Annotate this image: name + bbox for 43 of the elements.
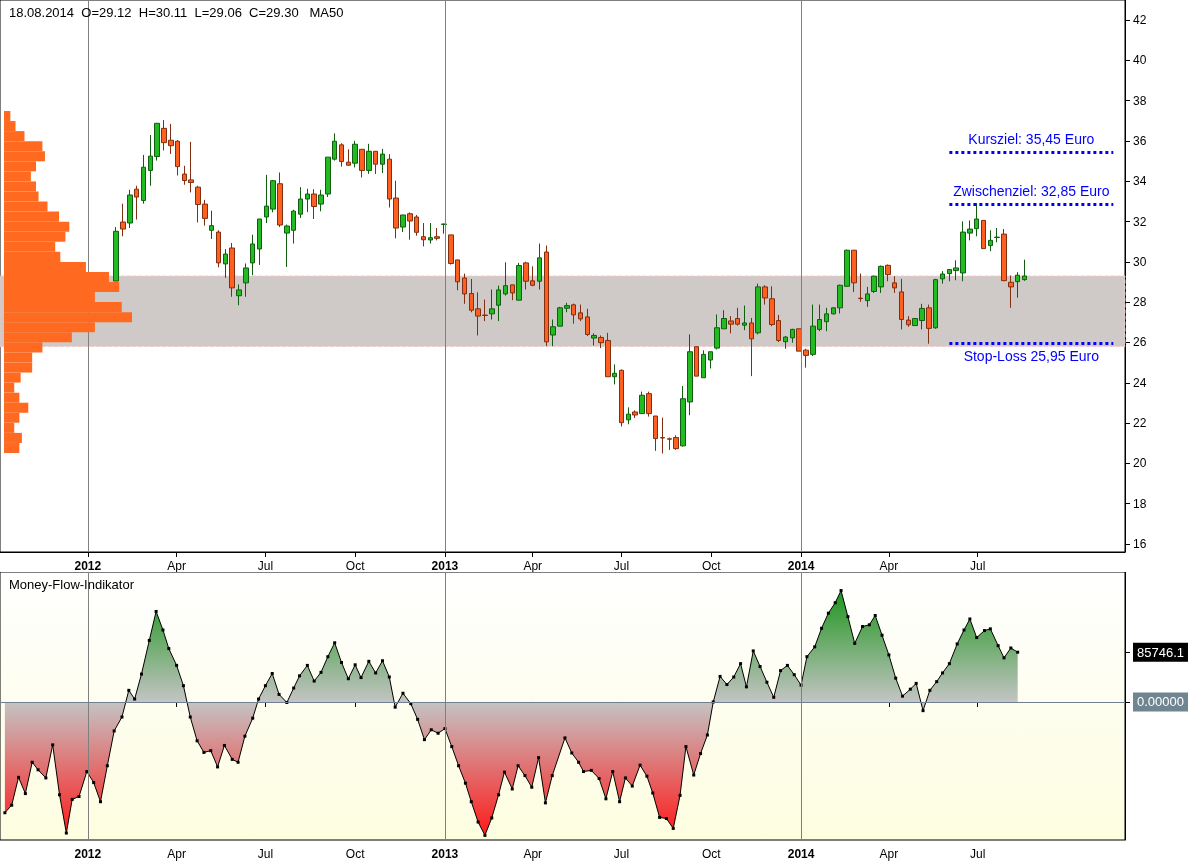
x-tick-label: 2014 — [787, 559, 815, 573]
x-tick-label: Apr — [523, 847, 543, 861]
x-tick-label: Jul — [613, 559, 630, 573]
x-tick-label: Apr — [167, 847, 186, 861]
x-tick-label: Jul — [970, 847, 986, 861]
x-tick-label: 2014 — [787, 847, 815, 861]
y-tick-label: 0.00000 — [1137, 694, 1184, 710]
x-tick-label: 2012 — [74, 559, 102, 573]
chart-title: Money-Flow-Indikator — [9, 577, 135, 592]
y-tick-label: 85746.1 — [1137, 644, 1184, 660]
x-tick-label: 2013 — [431, 559, 459, 573]
x-tick-label: Jul — [257, 559, 274, 573]
y-tick-label: 26 — [1133, 335, 1147, 350]
ref-line-label: Stop-Loss 25,95 Euro — [963, 348, 1100, 365]
y-tick-label: 16 — [1133, 536, 1147, 551]
x-tick-label: 2012 — [74, 847, 102, 861]
x-tick-label: Oct — [345, 559, 366, 573]
y-tick-label: 38 — [1133, 93, 1147, 108]
y-tick-label: 32 — [1133, 214, 1147, 229]
x-tick-label: Apr — [523, 559, 543, 573]
x-tick-label: Jul — [613, 847, 630, 861]
y-tick-label: 18 — [1133, 496, 1147, 511]
x-tick-label: Apr — [879, 559, 899, 573]
x-tick-label: Apr — [167, 559, 186, 573]
y-tick-label: 34 — [1133, 174, 1147, 189]
y-tick-label: 36 — [1133, 134, 1147, 149]
y-tick-label: 28 — [1133, 295, 1147, 310]
x-tick-label: Jul — [970, 559, 986, 573]
y-tick-label: 42 — [1133, 13, 1147, 28]
y-tick-label: 22 — [1133, 416, 1147, 431]
ref-line-label: Zwischenziel: 32,85 Euro — [953, 183, 1110, 200]
x-tick-label: Oct — [701, 559, 722, 573]
x-tick-label: Jul — [257, 847, 274, 861]
y-tick-label: 30 — [1133, 254, 1147, 269]
x-tick-label: 2013 — [431, 847, 459, 861]
x-tick-label: Oct — [701, 847, 722, 861]
y-tick-label: 20 — [1133, 456, 1147, 471]
x-tick-label: Apr — [879, 847, 899, 861]
x-tick-label: Oct — [345, 847, 366, 861]
chart-title: 18.08.2014 O=29.12 H=30.11 L=29.06 C=29.30 MA50 — [9, 5, 344, 20]
y-tick-label: 40 — [1133, 53, 1147, 68]
y-tick-label: 24 — [1133, 375, 1147, 390]
ref-line-label: Kursziel: 35,45 Euro — [968, 131, 1095, 148]
